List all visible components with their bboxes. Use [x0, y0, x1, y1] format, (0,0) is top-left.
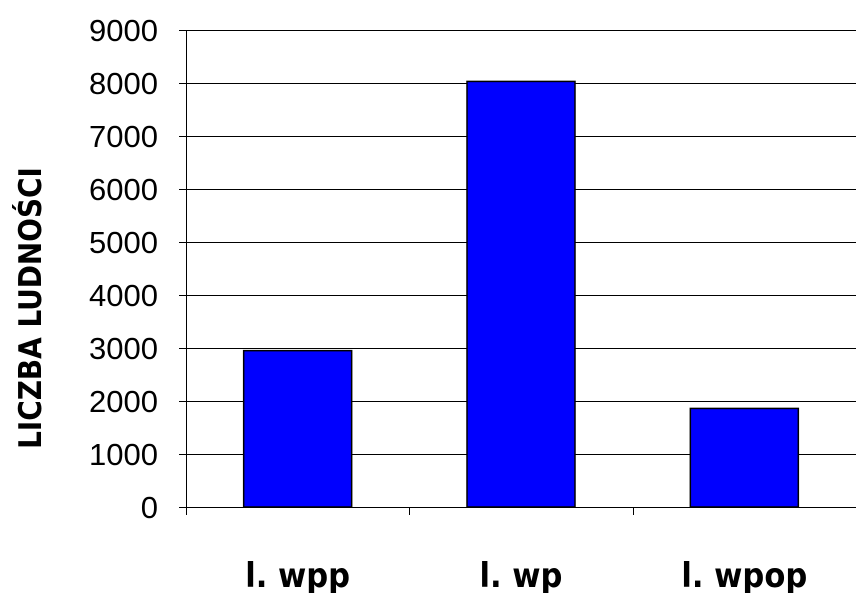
- y-tick-label: 2000: [89, 384, 158, 419]
- y-tick-label: 3000: [89, 331, 158, 366]
- y-tick-label: 7000: [89, 119, 158, 154]
- x-category-label: l. wpp: [245, 556, 350, 593]
- axes: [179, 30, 856, 515]
- bar: [466, 80, 576, 508]
- y-tick-label: 5000: [89, 225, 158, 260]
- bar: [689, 407, 800, 508]
- y-axis-title: LICZBA LUDNOŚCI: [12, 167, 49, 449]
- y-tick-label: 8000: [89, 66, 158, 101]
- x-category-labels: l. wpp l. wp l. wpop: [245, 556, 807, 596]
- y-tick-label: 0: [141, 490, 158, 525]
- y-tick-labels: 0 1000 2000 3000 4000 5000 6000 7000 8000 9000: [89, 13, 158, 525]
- bar: [242, 349, 353, 508]
- bars: [242, 80, 800, 508]
- x-category-label: l. wp: [480, 556, 563, 593]
- y-tick-label: 6000: [89, 172, 158, 207]
- y-tick-label: 9000: [89, 13, 158, 48]
- x-category-label: l. wpop: [681, 556, 807, 593]
- y-tick-label: 4000: [89, 278, 158, 313]
- y-tick-label: 1000: [89, 437, 158, 472]
